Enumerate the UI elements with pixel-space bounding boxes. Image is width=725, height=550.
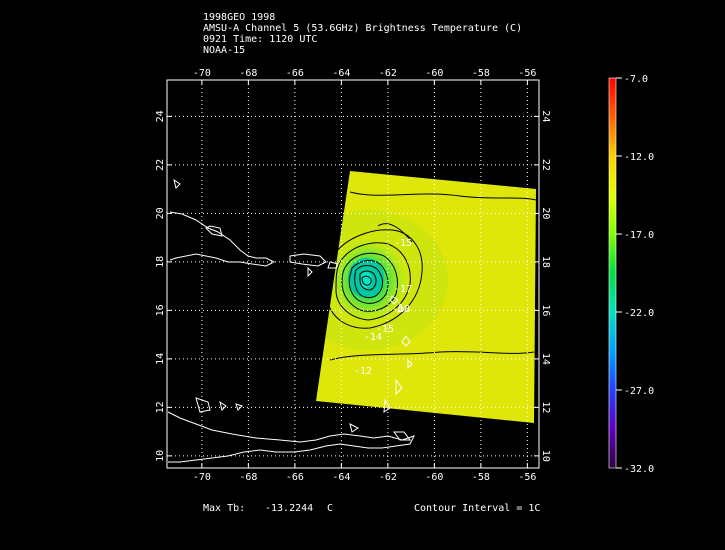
- lat-label-left: 24: [155, 110, 166, 122]
- contour-labels: -14 -15 -17 -18 -15 -12: [354, 238, 412, 377]
- colorbar-label: -27.0: [624, 386, 654, 397]
- contour-label: -14: [364, 332, 382, 343]
- lon-label-bottom: -64: [332, 472, 350, 483]
- lon-label-bottom: -60: [425, 472, 443, 483]
- header-satellite: NOAA-15: [203, 45, 246, 56]
- lat-label-left: 20: [155, 207, 166, 219]
- colorbar-label: -32.0: [624, 464, 654, 475]
- lon-label-top: -70: [193, 68, 211, 79]
- contour-lines: [325, 191, 537, 361]
- lat-label-left: 18: [155, 256, 166, 268]
- contour-label: -15: [376, 324, 394, 335]
- lat-label-left: 12: [155, 401, 166, 413]
- latitude-labels-right: 10 12 14 16 18 20 22 24: [540, 110, 551, 462]
- lat-lon-grid: [167, 80, 539, 468]
- colorbar-ticks: [616, 77, 622, 469]
- lat-label-left: 16: [155, 304, 166, 316]
- header-channel-title: AMSU-A Channel 5 (53.6GHz) Brightness Te…: [203, 23, 523, 34]
- header-time: 0921 Time: 1120 UTC: [203, 34, 318, 45]
- lat-label-left: 14: [155, 353, 166, 365]
- lat-label-right: 18: [540, 256, 551, 268]
- latitude-labels-left: 10 12 14 16 18 20 22 24: [155, 110, 166, 462]
- lat-label-right: 20: [540, 207, 551, 219]
- contour-interval-label: Contour Interval = 1C: [414, 503, 541, 514]
- lon-label-top: -62: [379, 68, 397, 79]
- contour-label: -17: [394, 284, 412, 295]
- contour-label: -18: [392, 304, 410, 315]
- longitude-labels-bottom: -70 -68 -66 -64 -62 -60 -58 -56: [193, 472, 537, 483]
- colorbar-label: -22.0: [624, 308, 654, 319]
- lon-label-top: -56: [518, 68, 536, 79]
- lon-label-bottom: -70: [193, 472, 211, 483]
- lat-label-left: 22: [155, 159, 166, 171]
- lon-label-top: -66: [286, 68, 304, 79]
- colorbar-label: -12.0: [624, 152, 654, 163]
- contour-label: -15: [394, 238, 412, 249]
- satellite-swath: [316, 171, 536, 423]
- lat-label-right: 10: [540, 450, 551, 462]
- lon-label-bottom: -62: [379, 472, 397, 483]
- lat-label-left: 10: [155, 450, 166, 462]
- lon-label-top: -60: [425, 68, 443, 79]
- lon-label-bottom: -66: [286, 472, 304, 483]
- colorbar-labels: -7.0 -12.0 -17.0 -22.0 -27.0 -32.0: [624, 74, 654, 475]
- axis-tick-marks: [167, 80, 539, 468]
- colorbar-label: -17.0: [624, 230, 654, 241]
- lon-label-top: -68: [239, 68, 257, 79]
- lat-label-right: 24: [540, 110, 551, 122]
- lon-label-bottom: -56: [518, 472, 536, 483]
- colorbar-label: -7.0: [624, 74, 648, 85]
- contour-label: -12: [354, 366, 372, 377]
- lon-label-bottom: -58: [472, 472, 490, 483]
- lat-label-right: 22: [540, 159, 551, 171]
- header-product-name: 1998GEO 1998: [203, 12, 276, 23]
- max-tb-unit: C: [327, 503, 334, 514]
- lon-label-bottom: -68: [239, 472, 257, 483]
- lat-label-right: 14: [540, 353, 551, 365]
- colorbar: -7.0 -12.0 -17.0 -22.0 -27.0 -32.0: [608, 74, 654, 475]
- max-tb-value: -13.2244: [265, 503, 314, 514]
- lat-label-right: 16: [540, 304, 551, 316]
- lon-label-top: -64: [332, 68, 350, 79]
- map-frame: [166, 79, 540, 469]
- lon-label-top: -58: [472, 68, 490, 79]
- longitude-labels-top: -70 -68 -66 -64 -62 -60 -58 -56: [193, 68, 537, 79]
- max-tb-label: Max Tb:: [203, 503, 246, 514]
- lat-label-right: 12: [540, 401, 551, 413]
